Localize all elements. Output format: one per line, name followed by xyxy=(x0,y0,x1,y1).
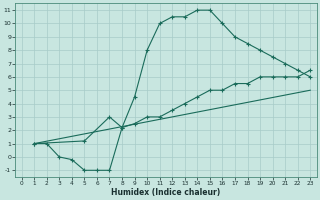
X-axis label: Humidex (Indice chaleur): Humidex (Indice chaleur) xyxy=(111,188,220,197)
